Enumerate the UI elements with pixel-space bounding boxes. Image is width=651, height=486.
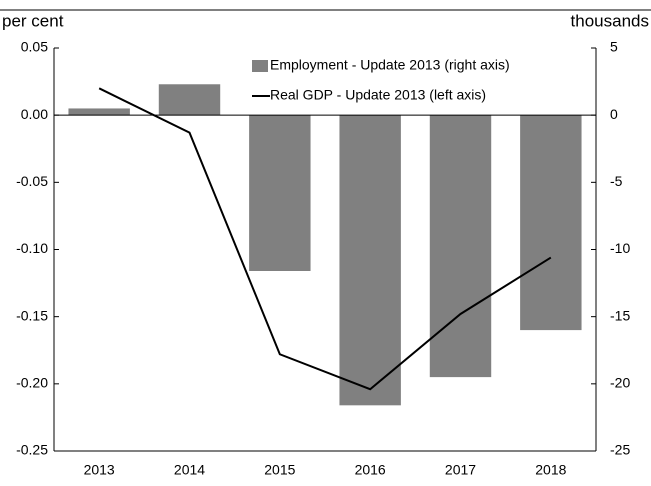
y-axis-label: per cent bbox=[2, 11, 64, 30]
legend-label: Employment - Update 2013 (right axis) bbox=[270, 57, 510, 73]
y2-tick-label: 5 bbox=[610, 39, 618, 55]
y-tick-label: -0.15 bbox=[16, 307, 48, 323]
x-tick-label: 2014 bbox=[174, 462, 205, 478]
y2-tick-label: -25 bbox=[610, 442, 630, 458]
y2-tick-label: 0 bbox=[610, 106, 618, 122]
bar bbox=[68, 108, 130, 116]
y2-axis-label: thousands bbox=[571, 11, 649, 30]
x-tick-label: 2017 bbox=[445, 462, 476, 478]
y2-tick-label: -5 bbox=[610, 173, 623, 189]
x-tick-label: 2015 bbox=[264, 462, 295, 478]
legend-swatch bbox=[252, 60, 268, 72]
bar bbox=[520, 115, 582, 331]
bar bbox=[158, 84, 221, 116]
x-tick-label: 2018 bbox=[535, 462, 566, 478]
y-tick-label: -0.10 bbox=[16, 240, 48, 256]
bar bbox=[249, 115, 311, 271]
y-tick-label: -0.05 bbox=[16, 173, 48, 189]
y-tick-label: -0.20 bbox=[16, 375, 48, 391]
x-tick-label: 2016 bbox=[355, 462, 386, 478]
y2-tick-label: -20 bbox=[610, 375, 630, 391]
y2-tick-label: -10 bbox=[610, 240, 630, 256]
bar bbox=[339, 115, 401, 406]
x-tick-label: 2013 bbox=[84, 462, 115, 478]
legend-label: Real GDP - Update 2013 (left axis) bbox=[270, 87, 486, 103]
y-tick-label: 0.00 bbox=[21, 106, 48, 122]
y2-tick-label: -15 bbox=[610, 307, 630, 323]
line bbox=[98, 87, 552, 391]
bar bbox=[429, 115, 492, 378]
y-tick-label: -0.25 bbox=[16, 442, 48, 458]
y-tick-label: 0.05 bbox=[21, 39, 48, 55]
